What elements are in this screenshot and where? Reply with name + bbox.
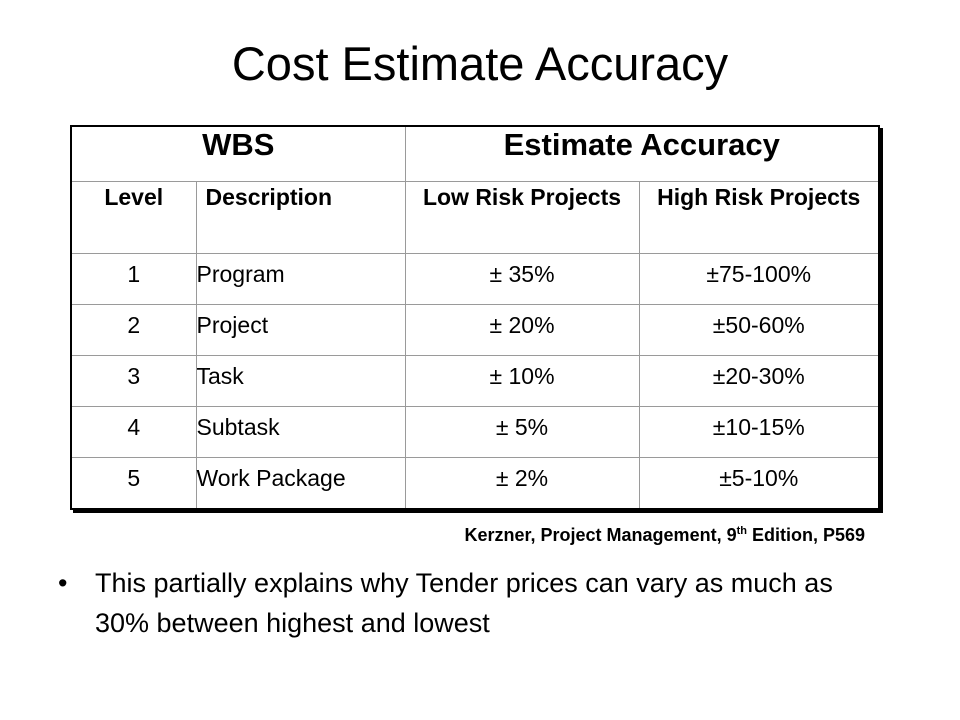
- cell-level: 2: [70, 304, 197, 356]
- accuracy-table: WBS Estimate Accuracy Level Description …: [70, 125, 880, 510]
- cell-description: Task: [195, 355, 406, 407]
- source-citation: Kerzner, Project Management, 9th Edition…: [464, 524, 865, 546]
- cell-description: Program: [195, 253, 406, 305]
- cell-level: 1: [70, 253, 197, 305]
- header-wbs: WBS: [70, 125, 406, 182]
- accuracy-table-container: WBS Estimate Accuracy Level Description …: [70, 125, 880, 510]
- table-row: 5 Work Package ± 2% ±5-10%: [70, 457, 880, 509]
- header-description: Description: [195, 181, 406, 254]
- cell-low-risk: ± 5%: [404, 406, 640, 458]
- header-high-risk: High Risk Projects: [638, 181, 880, 254]
- citation-text: Kerzner, Project Management, 9: [464, 525, 737, 545]
- cell-low-risk: ± 2%: [404, 457, 640, 509]
- table-row: 1 Program ± 35% ±75-100%: [70, 253, 880, 305]
- bullet-marker: •: [58, 568, 68, 598]
- citation-text-end: Edition, P569: [746, 525, 865, 545]
- cell-description: Work Package: [195, 457, 406, 509]
- slide-title: Cost Estimate Accuracy: [231, 37, 729, 90]
- cell-high-risk: ±75-100%: [638, 253, 880, 305]
- cell-description: Subtask: [195, 406, 406, 458]
- table-row: 4 Subtask ± 5% ±10-15%: [70, 406, 880, 458]
- cell-level: 3: [70, 355, 197, 407]
- cell-low-risk: ± 10%: [404, 355, 640, 407]
- citation-superscript: th: [736, 525, 747, 537]
- header-estimate-accuracy: Estimate Accuracy: [404, 125, 880, 182]
- cell-low-risk: ± 20%: [404, 304, 640, 356]
- table-row: 3 Task ± 10% ±20-30%: [70, 355, 880, 407]
- cell-level: 4: [70, 406, 197, 458]
- cell-low-risk: ± 35%: [404, 253, 640, 305]
- cell-high-risk: ±50-60%: [638, 304, 880, 356]
- table-group-header-row: WBS Estimate Accuracy: [70, 125, 880, 182]
- table-column-header-row: Level Description Low Risk Projects High…: [70, 181, 880, 254]
- cell-high-risk: ±5-10%: [638, 457, 880, 509]
- cell-high-risk: ±20-30%: [638, 355, 880, 407]
- cell-description: Project: [195, 304, 406, 356]
- bullet-item: • This partially explains why Tender pri…: [58, 563, 878, 643]
- table-row: 2 Project ± 20% ±50-60%: [70, 304, 880, 356]
- header-low-risk: Low Risk Projects: [404, 181, 640, 254]
- cell-level: 5: [70, 457, 197, 509]
- cell-high-risk: ±10-15%: [638, 406, 880, 458]
- bullet-text: This partially explains why Tender price…: [95, 568, 833, 638]
- header-level: Level: [70, 181, 197, 254]
